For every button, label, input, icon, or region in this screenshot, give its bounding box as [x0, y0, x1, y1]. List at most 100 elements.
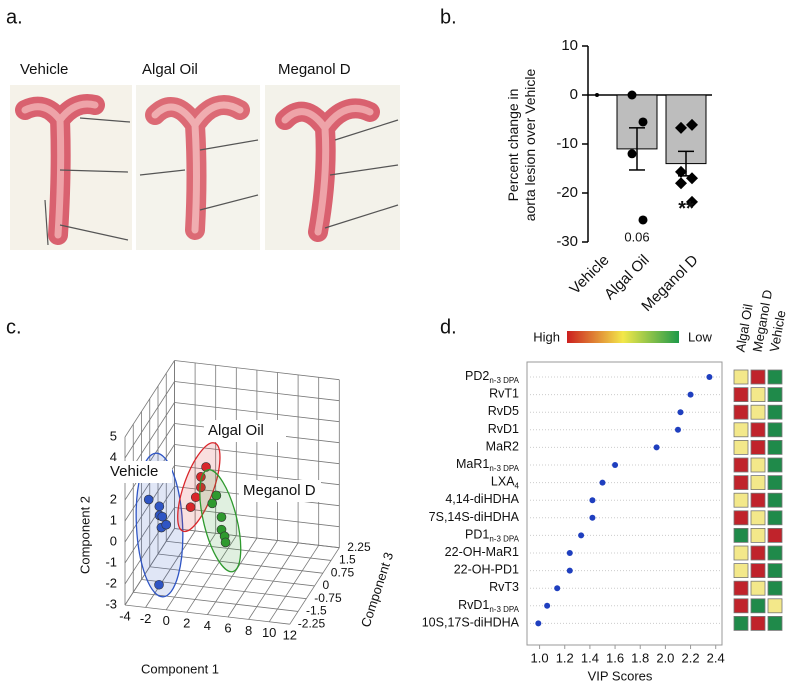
heat-cell [750, 404, 766, 420]
label-main: PD2 [465, 369, 489, 383]
label-main: PD1 [465, 528, 489, 542]
heat-cell [733, 563, 749, 578]
x-axis-label: Component 1 [141, 661, 219, 676]
heat-cell [767, 369, 783, 385]
x-tick-label: 1.2 [556, 650, 574, 665]
z-tick-label: -0.75 [314, 591, 342, 605]
photo-caption: Vehicle [20, 61, 68, 78]
grid-line [174, 444, 340, 465]
heat-cell [733, 404, 749, 420]
data-point [185, 502, 196, 512]
y-tick-label: 10S,17S-diHDHA [422, 616, 520, 630]
y-tick-label: 5 [110, 428, 117, 443]
grid-line [124, 486, 175, 564]
heat-cell [767, 545, 783, 561]
heat-cell [750, 457, 766, 473]
y-axis-label: Percent change inaorta lesion over Vehic… [505, 69, 538, 222]
label-subscript: 4 [515, 482, 520, 491]
y-tick-label: RvD5 [488, 404, 519, 418]
plot-frame [526, 361, 723, 646]
x-tick-label: 1.4 [581, 650, 599, 665]
data-point [143, 494, 154, 505]
y-tick-label: 1 [110, 512, 117, 527]
data-point [627, 149, 637, 159]
panel-label: a. [6, 6, 23, 28]
heat-cell [767, 598, 783, 614]
y-tick-label: -2 [105, 575, 117, 590]
y-tick-label: 0 [110, 533, 117, 548]
data-point [686, 118, 698, 131]
data-point [595, 93, 599, 97]
heat-cell [750, 598, 766, 614]
heat-cell [733, 369, 749, 385]
label-subscript: n-3 DPA [489, 605, 519, 614]
heat-cell [767, 492, 783, 508]
data-point [687, 391, 694, 398]
grid-line [124, 381, 175, 459]
grid-line [149, 566, 315, 587]
x-tick-label: 2.0 [656, 650, 674, 665]
y-tick-label: -20 [556, 184, 578, 201]
z-axis-label: Component 3 [358, 550, 396, 629]
label-main: RvD1 [488, 422, 519, 436]
data-point [653, 444, 660, 451]
data-point [589, 497, 596, 504]
y-tick-label: 4,14-diHDHA [445, 492, 519, 506]
x-tick-label: 4 [204, 618, 211, 633]
x-tick-label: 6 [224, 620, 231, 635]
x-tick-label: 1.0 [531, 650, 549, 665]
legend-label: High [533, 329, 560, 344]
heat-cell [733, 422, 749, 438]
data-point [161, 519, 172, 530]
grid-line [124, 360, 175, 438]
data-point [706, 374, 713, 380]
y-tick-label: RvD1n-3 DPA [458, 598, 520, 614]
heat-cell [733, 492, 749, 508]
grid-line [124, 528, 175, 606]
label-main: LXA [491, 475, 515, 489]
photo-caption: Meganol D [278, 61, 351, 78]
data-point [154, 579, 164, 590]
panel-label: d. [440, 316, 457, 338]
label-main: RvT1 [489, 387, 519, 401]
heat-cell [767, 439, 783, 455]
heat-cell [750, 528, 766, 543]
y-tick-label: MaR1n-3 DPA [456, 457, 520, 473]
heat-cell [733, 580, 749, 596]
legend-bar [567, 331, 679, 343]
label-main: MaR2 [486, 440, 519, 454]
grid-line [141, 579, 307, 600]
label-subscript: n-3 DPA [489, 535, 519, 544]
series-label: Algal Oil [208, 422, 264, 439]
heat-cell [767, 510, 783, 526]
data-point [599, 479, 606, 486]
series-label: Vehicle [110, 463, 158, 480]
data-point [566, 567, 573, 574]
photo-caption: Algal Oil [142, 61, 198, 78]
data-point [157, 511, 168, 522]
label-main: RvD5 [488, 404, 519, 418]
grid-line [166, 540, 332, 561]
panel-label: b. [440, 6, 457, 28]
label-main: RvT3 [489, 580, 519, 594]
aorta-photos [10, 85, 400, 250]
y-axis-label-line: Percent change in [505, 89, 521, 202]
heat-cell [750, 369, 766, 385]
heat-cell [767, 387, 783, 403]
label-box [106, 461, 172, 483]
heat-cell [750, 422, 766, 438]
label-main: 10S,17S-diHDHA [422, 616, 520, 630]
y-tick-label: RvT1 [489, 387, 519, 401]
annotation: 0.06 [624, 229, 649, 244]
data-point [578, 532, 585, 539]
annotation: ** [678, 198, 694, 220]
label-main: 22-OH-MaR1 [445, 545, 519, 559]
heat-cell [750, 580, 766, 596]
heat-cell [733, 598, 749, 614]
heat-cell [767, 616, 783, 631]
label-box [239, 480, 321, 502]
label-box [204, 420, 286, 442]
label-main: RvD1 [458, 598, 489, 612]
data-point [627, 90, 637, 100]
